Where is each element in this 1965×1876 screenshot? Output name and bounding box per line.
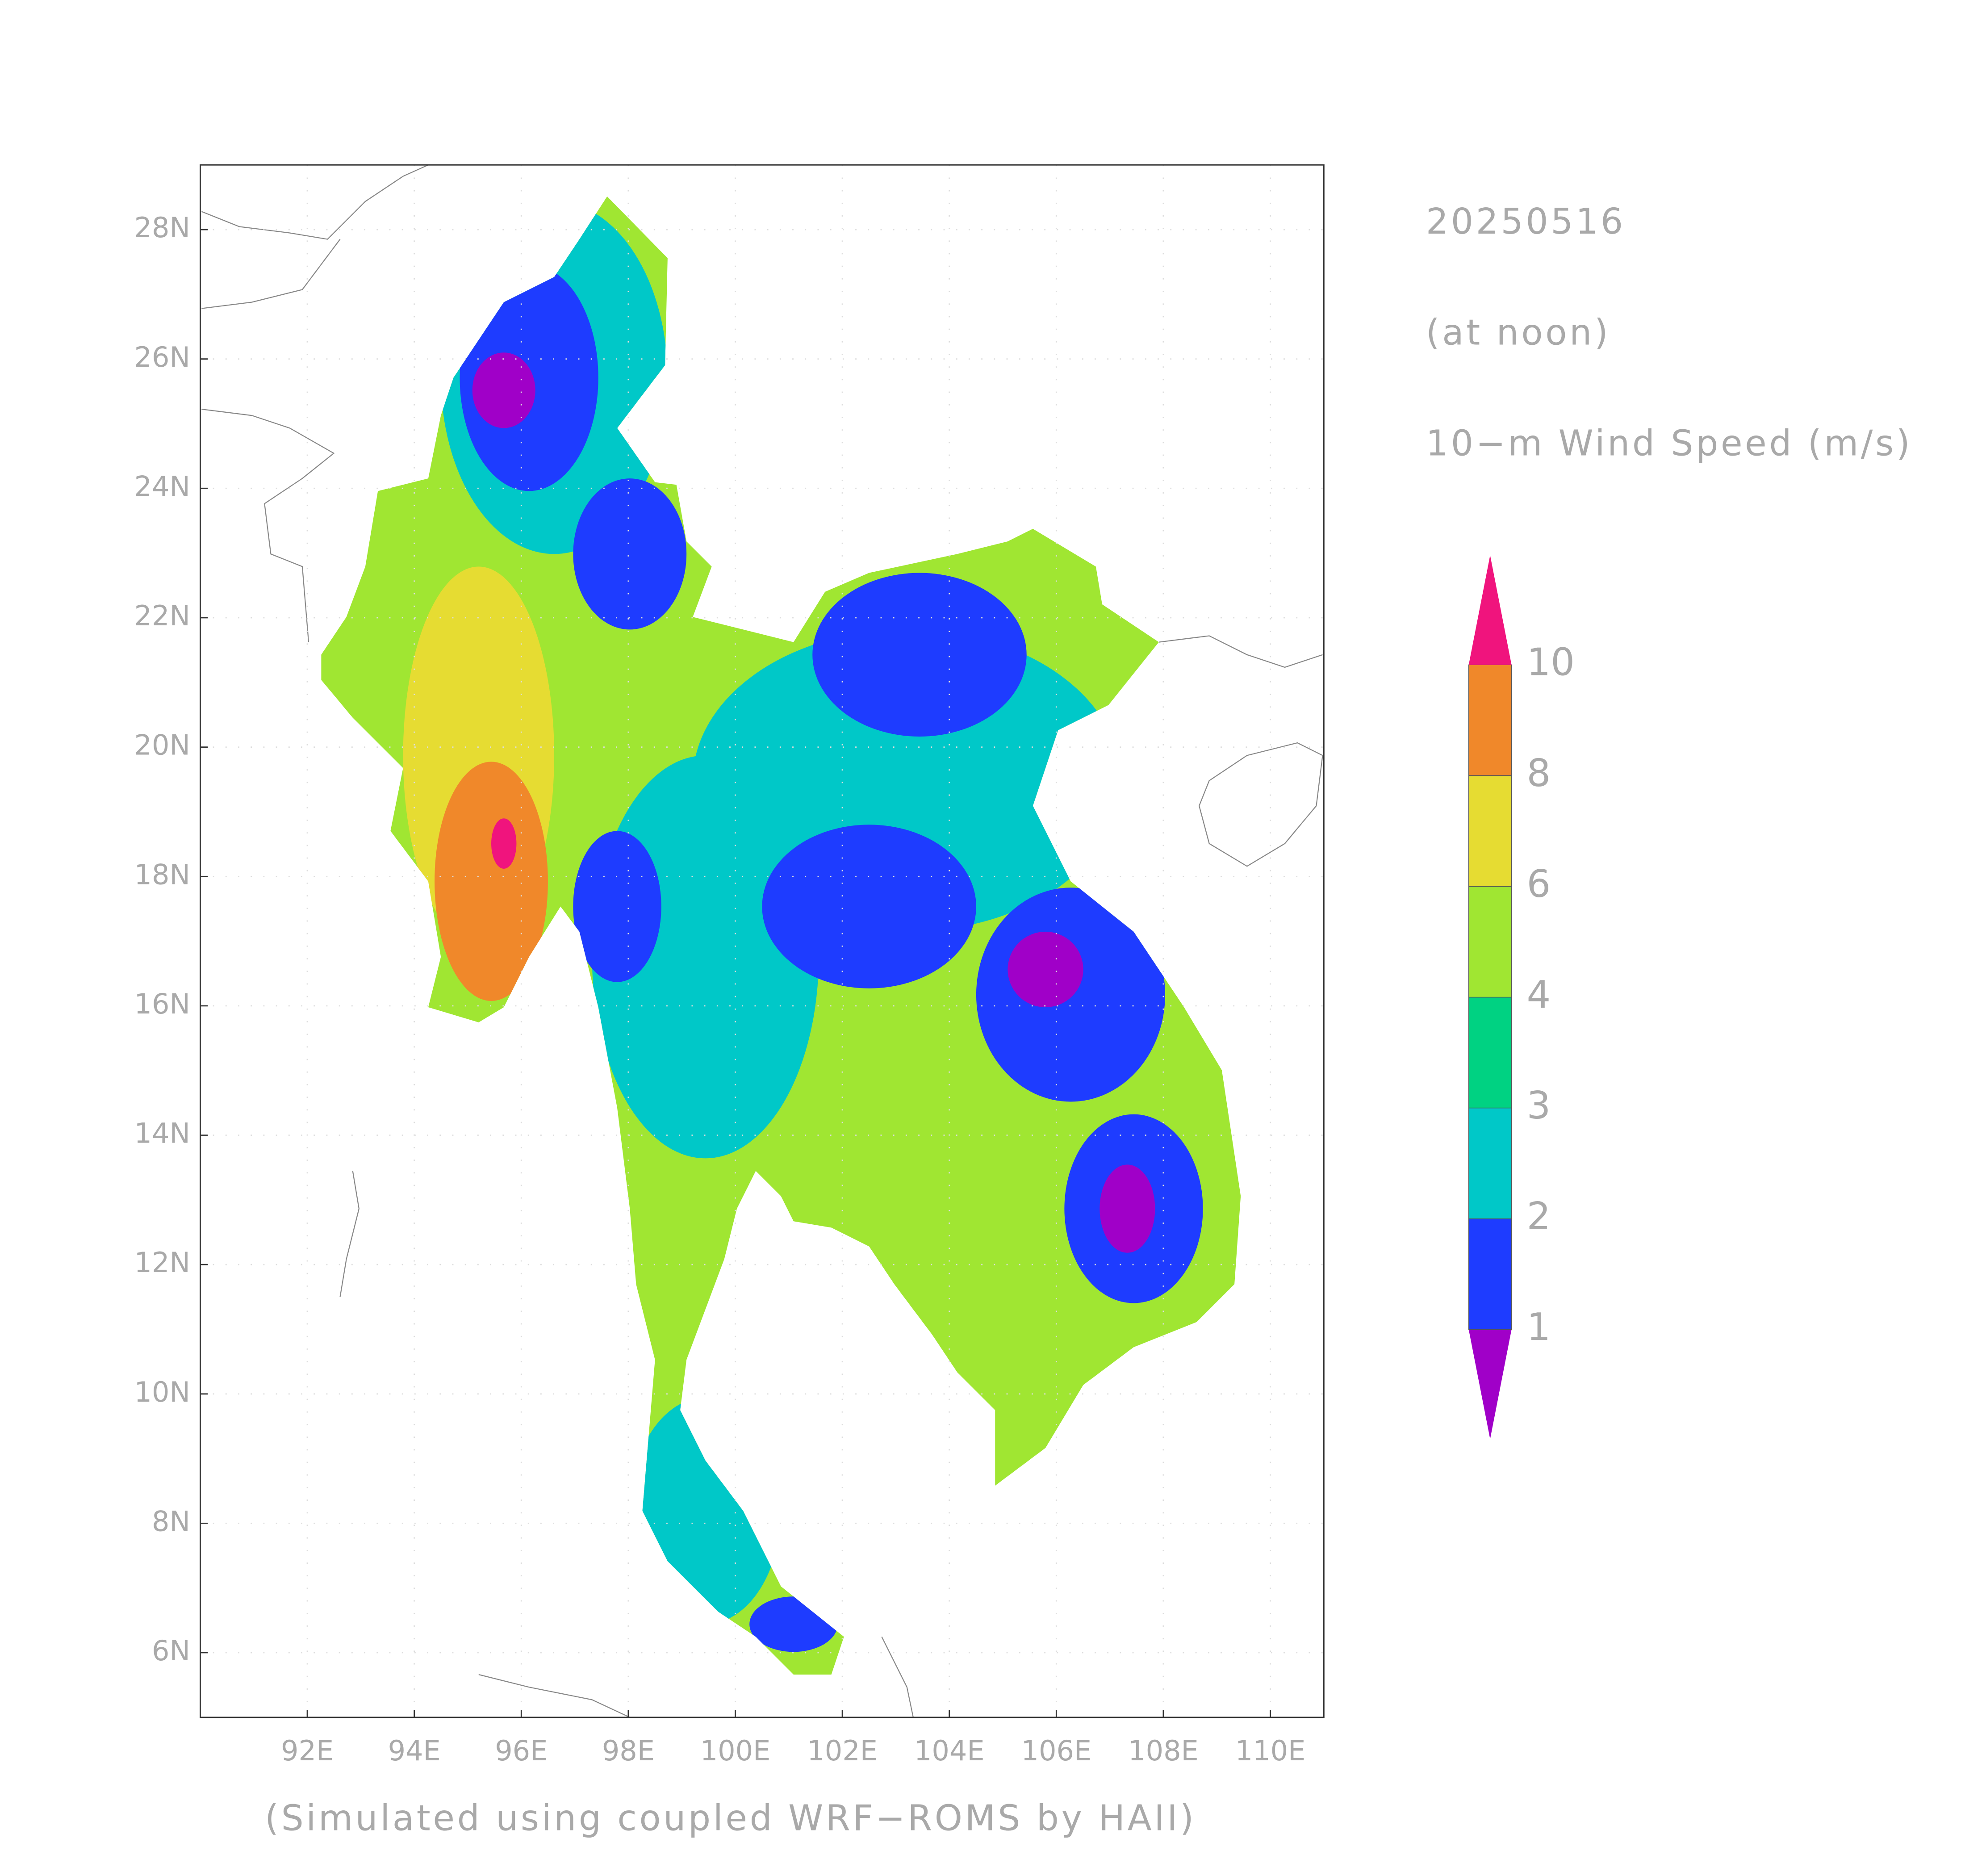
colorbar-label: 2 [1526, 1194, 1551, 1238]
x-tick-label: 96E [495, 1734, 548, 1767]
colorbar-box [1468, 775, 1512, 887]
y-tick-label: 24N [134, 470, 190, 502]
colorbar-label: 4 [1526, 972, 1551, 1017]
variable: 10−m Wind Speed (m/s) [1426, 423, 1913, 464]
y-tick-label: 14N [134, 1117, 190, 1150]
x-tick-label: 94E [388, 1734, 441, 1767]
colorbar-box [1468, 997, 1512, 1109]
x-tick-label: 102E [807, 1734, 878, 1767]
y-tick-label: 18N [134, 858, 190, 891]
y-tick-label: 28N [134, 211, 190, 244]
colorbar-box [1468, 1107, 1512, 1219]
colorbar-under [1468, 1329, 1512, 1439]
x-tick-label: 92E [281, 1734, 334, 1767]
y-tick-label: 26N [134, 341, 190, 373]
colorbar-label: 8 [1526, 751, 1551, 795]
x-tick-label: 100E [700, 1734, 771, 1767]
time: (at noon) [1426, 312, 1611, 353]
axis-labels: 92E 94E 96E 98E 100E 102E 104E 106E 108E 110E 6N 8N… [134, 211, 1306, 1767]
plot-frame [200, 164, 1325, 1718]
credit: (Simulated using coupled WRF−ROMS by HAI… [265, 1797, 1196, 1838]
x-tick-label: 108E [1128, 1734, 1199, 1767]
colorbar-box [1468, 1218, 1512, 1330]
y-tick-label: 20N [134, 729, 190, 762]
y-tick-label: 10N [134, 1376, 190, 1408]
colorbar-label: 3 [1526, 1083, 1551, 1127]
y-tick-label: 6N [152, 1634, 190, 1667]
colorbar-label: 10 [1526, 640, 1575, 684]
colorbar-over [1468, 555, 1512, 665]
y-tick-label: 8N [152, 1505, 190, 1537]
y-tick-label: 22N [134, 599, 190, 632]
colorbar: 1 2 3 4 6 8 10 [1468, 555, 1575, 1439]
y-tick-label: 16N [134, 988, 190, 1020]
colorbar-label: 1 [1526, 1305, 1551, 1349]
coastlines [201, 164, 1323, 1718]
date: 20250516 [1426, 201, 1626, 242]
x-tick-label: 98E [602, 1734, 655, 1767]
x-tick-label: 104E [914, 1734, 985, 1767]
x-tick-label: 106E [1021, 1734, 1092, 1767]
y-tick-label: 12N [134, 1246, 190, 1279]
x-tick-label: 110E [1235, 1734, 1306, 1767]
colorbar-label: 6 [1526, 862, 1551, 906]
colorbar-box [1468, 664, 1512, 776]
colorbar-box [1468, 886, 1512, 998]
wind-field [321, 196, 1241, 1675]
